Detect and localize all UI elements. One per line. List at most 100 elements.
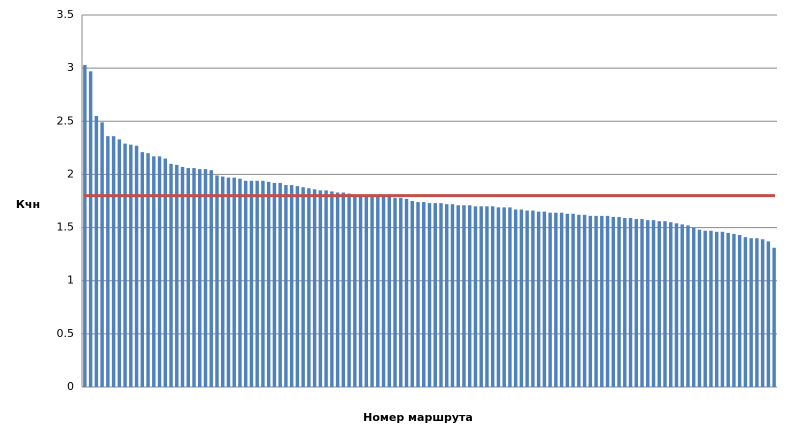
bar — [335, 192, 340, 387]
bar — [243, 180, 248, 387]
bar — [94, 115, 99, 387]
bar — [709, 230, 713, 387]
y-tick-label: 0 — [67, 380, 74, 393]
bar — [577, 214, 581, 387]
bar — [416, 202, 420, 387]
bar — [531, 210, 535, 387]
y-tick-label: 3 — [67, 61, 74, 74]
bar — [404, 198, 409, 387]
bar — [508, 207, 512, 387]
bar — [301, 187, 305, 387]
bar — [766, 241, 771, 387]
bar — [646, 220, 650, 387]
bar — [519, 209, 524, 387]
bar — [347, 193, 351, 387]
y-tick-label: 0.5 — [57, 327, 75, 340]
bar — [485, 206, 489, 387]
bar — [111, 136, 116, 387]
bar — [479, 206, 483, 387]
bar — [772, 247, 776, 387]
bar — [163, 158, 168, 387]
bar — [422, 202, 426, 387]
bar — [554, 212, 558, 387]
bar — [439, 203, 443, 387]
y-tick-label: 1.5 — [57, 221, 75, 234]
bar — [226, 177, 231, 387]
y-tick-label: 1 — [67, 274, 74, 287]
bar — [703, 230, 707, 387]
bar — [129, 144, 133, 387]
bar — [760, 239, 765, 387]
bar — [611, 216, 616, 387]
bar — [714, 231, 719, 387]
bar — [83, 64, 87, 387]
bar — [559, 212, 564, 387]
bar — [450, 204, 455, 387]
bar — [680, 224, 684, 387]
bar — [456, 205, 460, 387]
bar — [117, 139, 122, 387]
bar — [203, 169, 208, 387]
bar — [289, 185, 294, 387]
bar — [358, 194, 363, 387]
bar — [180, 166, 185, 387]
bar — [697, 229, 702, 387]
bar — [399, 197, 403, 387]
bar — [353, 194, 357, 387]
x-axis-label: Номер маршрута — [363, 411, 473, 424]
bar — [376, 195, 380, 387]
bar — [513, 209, 518, 387]
bar — [312, 189, 317, 387]
bar — [445, 204, 449, 387]
bar — [720, 231, 725, 387]
bar — [663, 221, 667, 387]
bar — [600, 215, 604, 387]
bar — [737, 235, 742, 387]
bar — [427, 203, 432, 387]
bar — [467, 205, 472, 387]
bar — [732, 233, 736, 387]
bar — [387, 196, 392, 387]
bar — [175, 164, 179, 387]
bar — [669, 222, 673, 387]
bar — [674, 223, 679, 387]
bar — [198, 169, 202, 387]
bar — [209, 170, 213, 387]
bar — [295, 186, 300, 387]
bar — [318, 190, 323, 387]
bar — [238, 178, 242, 387]
bar — [215, 175, 219, 387]
bar — [490, 206, 495, 387]
bar — [146, 153, 150, 387]
y-tick-label: 2.5 — [57, 114, 75, 127]
bar — [232, 177, 236, 387]
bar — [307, 188, 311, 387]
bar — [278, 182, 282, 387]
bar — [255, 180, 259, 387]
bar — [266, 181, 271, 387]
bar — [169, 163, 173, 387]
bar — [433, 203, 437, 387]
bar — [330, 191, 334, 387]
bar — [473, 206, 478, 387]
bar — [381, 196, 386, 387]
bar — [594, 215, 598, 387]
bar — [582, 214, 587, 387]
bar — [192, 168, 196, 387]
bar — [640, 219, 644, 387]
y-tick-label: 2 — [67, 167, 74, 180]
bar — [249, 180, 254, 387]
bar — [691, 227, 696, 387]
bar — [221, 176, 225, 387]
bar — [548, 212, 552, 387]
bar — [571, 213, 575, 387]
bar — [726, 232, 730, 387]
bar — [657, 221, 661, 387]
bar — [651, 220, 656, 387]
bar — [502, 207, 506, 387]
bar — [623, 218, 627, 387]
bar — [617, 216, 621, 387]
bar — [123, 143, 127, 387]
bar — [157, 156, 162, 387]
